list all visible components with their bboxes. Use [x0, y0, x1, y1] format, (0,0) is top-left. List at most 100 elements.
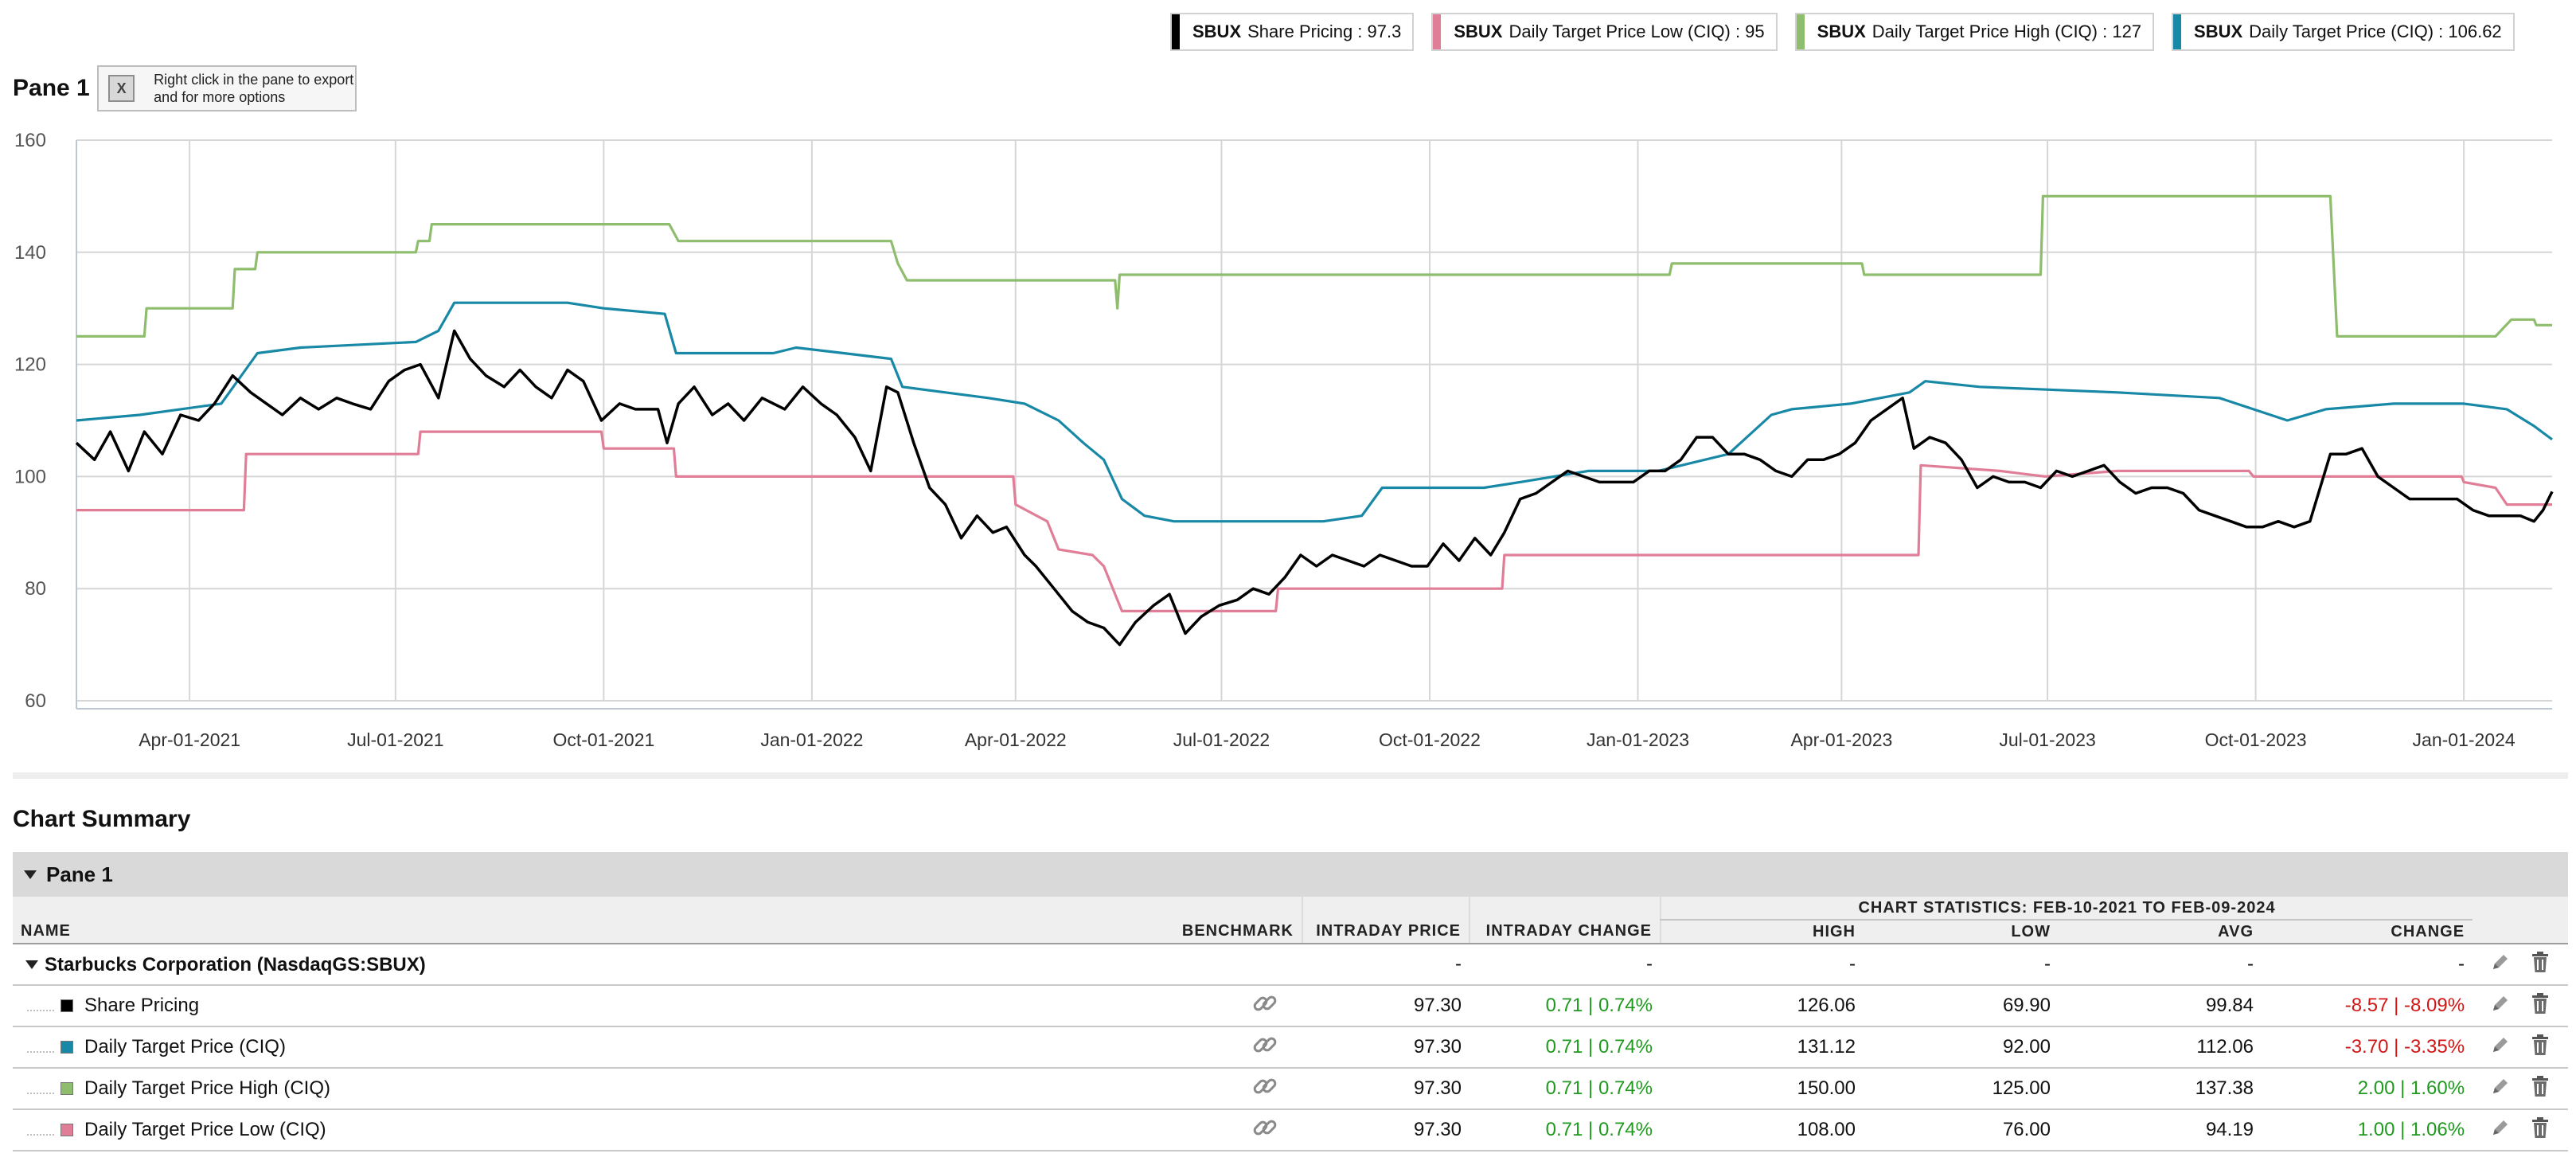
stat-high: 108.00 [1661, 1109, 1864, 1151]
pencil-icon[interactable] [2490, 952, 2511, 978]
x-tick-label: Jul-01-2021 [347, 729, 443, 750]
row-actions [2473, 985, 2569, 1027]
stat-low: 92.00 [1864, 1026, 2059, 1069]
stat-change: - [2262, 944, 2473, 986]
stat-change: 1.00 | 1.06% [2262, 1109, 2473, 1151]
pencil-icon[interactable] [2490, 1076, 2511, 1102]
chart-summary-title: Chart Summary [13, 806, 191, 832]
stat-low: 125.00 [1864, 1068, 2059, 1110]
legend-swatch [1172, 14, 1180, 49]
series-name: Daily Target Price High (CIQ) [84, 1077, 330, 1099]
column-header-name: NAME [13, 920, 1000, 944]
intraday-price: 97.30 [1302, 1068, 1469, 1110]
stat-high: 126.06 [1661, 985, 1864, 1027]
pencil-icon[interactable] [2490, 993, 2511, 1019]
legend-swatch [2173, 14, 2182, 49]
intraday-change: 0.71 | 0.74% [1469, 985, 1661, 1027]
x-tick-label: Apr-01-2023 [1790, 729, 1892, 750]
summary-pane-label: Pane 1 [46, 862, 113, 886]
collapse-caret-icon[interactable] [24, 870, 37, 879]
y-tick-label: 60 [25, 690, 46, 712]
link-icon[interactable] [1251, 1031, 1278, 1064]
legend-label: Daily Target Price (CIQ) : 106.62 [2249, 22, 2502, 41]
x-tick-label: Apr-01-2021 [139, 729, 240, 750]
intraday-price: 97.30 [1302, 1026, 1469, 1069]
series-line [76, 430, 2552, 612]
column-header-avg: AVG [2059, 920, 2262, 944]
x-tick-label: Jul-01-2023 [1999, 729, 2095, 750]
series-name: Daily Target Price Low (CIQ) [84, 1119, 326, 1140]
column-header-benchmark: BENCHMARK [1000, 920, 1302, 944]
trash-icon[interactable] [2530, 1074, 2551, 1104]
row-actions [2473, 1109, 2569, 1151]
company-row: Starbucks Corporation (NasdaqGS:SBUX) - … [13, 944, 2569, 986]
legend-item-target-low[interactable]: SBUX Daily Target Price Low (CIQ) : 95 [1431, 13, 1778, 51]
series-color-swatch [60, 1124, 73, 1136]
y-tick-label: 160 [14, 130, 46, 151]
column-header-intraday-change: INTRADAY CHANGE [1469, 920, 1661, 944]
row-actions [2473, 944, 2569, 986]
excel-icon: X [108, 75, 135, 102]
series-line [76, 301, 2553, 523]
export-hint[interactable]: X Right click in the pane to export and … [97, 65, 357, 111]
legend-item-share-pricing[interactable]: SBUX Share Pricing : 97.3 [1170, 13, 1415, 51]
legend-ticker: SBUX [2194, 22, 2243, 41]
series-row-target-high[interactable]: Daily Target Price High (CIQ) 97.30 0.71… [13, 1068, 2569, 1110]
x-tick-label: Apr-01-2022 [965, 729, 1067, 750]
intraday-price: 97.30 [1302, 985, 1469, 1027]
series-name: Daily Target Price (CIQ) [84, 1036, 286, 1058]
row-actions [2473, 1068, 2569, 1110]
legend-swatch [1796, 14, 1805, 49]
series-line [75, 329, 2554, 647]
trash-icon[interactable] [2530, 991, 2551, 1021]
intraday-change: - [1469, 944, 1661, 986]
y-tick-label: 140 [14, 242, 46, 264]
trash-icon[interactable] [2530, 950, 2551, 979]
legend-label: Daily Target Price High (CIQ) : 127 [1872, 22, 2142, 41]
pencil-icon[interactable] [2490, 1117, 2511, 1144]
stat-low: 76.00 [1864, 1109, 2059, 1151]
stat-avg: 99.84 [2059, 985, 2262, 1027]
series-color-swatch [60, 1082, 73, 1095]
link-icon[interactable] [1251, 990, 1278, 1022]
x-tick-label: Oct-01-2022 [1379, 729, 1481, 750]
stat-high: 150.00 [1661, 1068, 1864, 1110]
series-line [76, 194, 2552, 338]
trash-icon[interactable] [2530, 1033, 2551, 1062]
summary-pane-header[interactable]: Pane 1 [13, 852, 2568, 897]
stat-change: -3.70 | -3.35% [2262, 1026, 2473, 1069]
series-color-swatch [60, 999, 73, 1012]
series-name: Share Pricing [84, 995, 200, 1016]
series-row-target-low[interactable]: Daily Target Price Low (CIQ) 97.30 0.71 … [13, 1109, 2569, 1151]
trash-icon[interactable] [2530, 1116, 2551, 1145]
intraday-price: 97.30 [1302, 1109, 1469, 1151]
intraday-change: 0.71 | 0.74% [1469, 1026, 1661, 1069]
legend-ticker: SBUX [1454, 22, 1503, 41]
stat-high: 131.12 [1661, 1026, 1864, 1069]
x-tick-label: Oct-01-2023 [2205, 729, 2307, 750]
export-hint-text: Right click in the pane to export and fo… [154, 72, 354, 105]
stat-avg: 94.19 [2059, 1109, 2262, 1151]
stat-avg: 137.38 [2059, 1068, 2262, 1110]
x-tick-label: Jul-01-2022 [1173, 729, 1270, 750]
legend-item-target-high[interactable]: SBUX Daily Target Price High (CIQ) : 127 [1794, 13, 2155, 51]
series-row-target-price[interactable]: Daily Target Price (CIQ) 97.30 0.71 | 0.… [13, 1026, 2569, 1069]
series-row-share-pricing[interactable]: Share Pricing 97.30 0.71 | 0.74% 126.06 … [13, 985, 2569, 1027]
link-icon[interactable] [1251, 1073, 1278, 1105]
stat-low: 69.90 [1864, 985, 2059, 1027]
column-header-intraday-price: INTRADAY PRICE [1302, 920, 1469, 944]
column-header-change: CHANGE [2262, 920, 2473, 944]
row-actions [2473, 1026, 2569, 1069]
collapse-caret-icon[interactable] [25, 960, 38, 970]
stat-avg: - [2059, 944, 2262, 986]
pencil-icon[interactable] [2490, 1034, 2511, 1061]
x-tick-label: Jan-01-2022 [760, 729, 863, 750]
legend-label: Daily Target Price Low (CIQ) : 95 [1509, 22, 1765, 41]
intraday-price: - [1302, 944, 1469, 986]
legend-item-target-price[interactable]: SBUX Daily Target Price (CIQ) : 106.62 [2172, 13, 2515, 51]
link-icon[interactable] [1251, 1114, 1278, 1147]
price-chart[interactable]: 60 80 100 120 140 160 Apr-01-2021 Jul-01-2021 Oc… [0, 119, 2576, 764]
chart-summary-table: CHART STATISTICS: FEB-10-2021 TO FEB-09-… [13, 897, 2569, 1151]
pane-title: Pane 1 [13, 75, 90, 101]
legend-ticker: SBUX [1817, 22, 1866, 41]
